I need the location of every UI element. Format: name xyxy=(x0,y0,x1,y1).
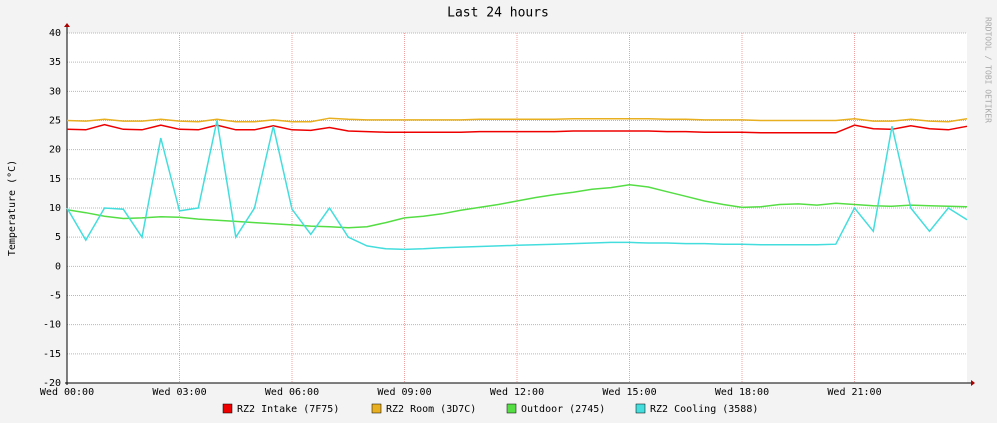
y-tick-label: -20 xyxy=(43,378,61,389)
legend-label: RZ2 Room (3D7C) xyxy=(386,404,476,415)
y-tick-label: 30 xyxy=(49,86,61,97)
series-line xyxy=(66,183,968,229)
y-tick-label: 40 xyxy=(49,28,61,39)
axis-arrow xyxy=(64,23,70,27)
y-tick-label: -5 xyxy=(49,291,61,302)
y-axis-label: Temperature (°C) xyxy=(7,160,18,256)
legend-swatch xyxy=(506,403,517,414)
legend-label: RZ2 Cooling (3588) xyxy=(650,404,758,415)
y-tick-label: 35 xyxy=(49,57,61,68)
legend-swatch xyxy=(635,403,646,414)
y-tick-label: 10 xyxy=(49,203,61,214)
x-tick-label: Wed 15:00 xyxy=(602,387,656,398)
x-tick-label: Wed 00:00 xyxy=(40,387,94,398)
x-tick-label: Wed 21:00 xyxy=(827,387,881,398)
watermark: RRDTOOL / TOBI OETIKER xyxy=(984,17,993,123)
y-tick-label: -10 xyxy=(43,320,61,331)
y-tick-label: 5 xyxy=(55,232,61,243)
legend-label: Outdoor (2745) xyxy=(521,404,605,415)
x-tick-label: Wed 06:00 xyxy=(265,387,319,398)
x-tick-label: Wed 18:00 xyxy=(715,387,769,398)
chart-title: Last 24 hours xyxy=(447,6,549,21)
x-tick-label: Wed 09:00 xyxy=(377,387,431,398)
y-tick-label: 20 xyxy=(49,145,61,156)
x-tick-label: Wed 03:00 xyxy=(152,387,206,398)
legend-label: RZ2 Intake (7F75) xyxy=(237,404,339,415)
x-tick-label: Wed 12:00 xyxy=(490,387,544,398)
legend-swatch xyxy=(222,403,233,414)
series-line xyxy=(66,117,968,123)
y-tick-label: -15 xyxy=(43,349,61,360)
legend-swatch xyxy=(371,403,382,414)
y-tick-label: 15 xyxy=(49,174,61,185)
series-line xyxy=(66,120,968,251)
axis-arrow xyxy=(971,380,975,386)
y-tick-label: 0 xyxy=(55,261,61,272)
y-tick-label: 25 xyxy=(49,116,61,127)
